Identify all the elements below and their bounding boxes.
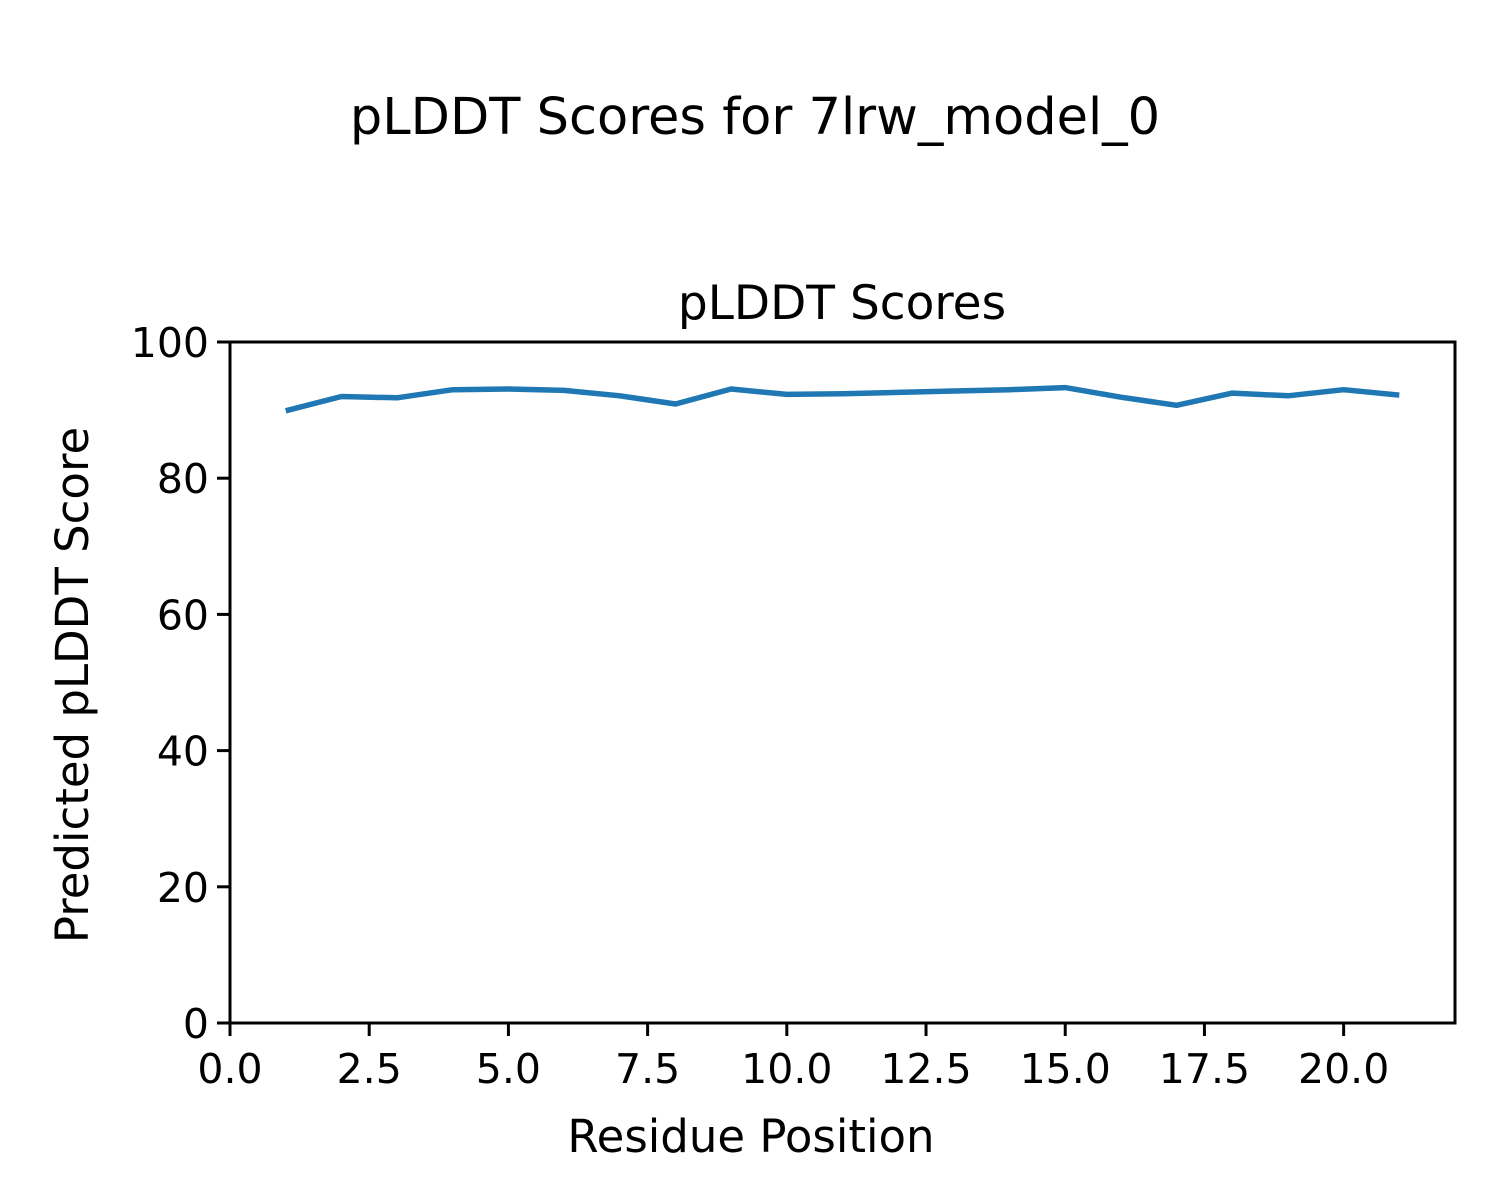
y-tick-label: 60 [157,591,209,639]
x-axis-ticks [228,1023,1346,1036]
y-axis-tick-labels: 0 20 40 60 80 100 [131,319,209,1048]
axes-title: pLDDT Scores [678,276,1006,331]
x-tick-label: 5.0 [476,1045,541,1093]
x-tick-label: 12.5 [880,1045,971,1093]
x-axis-tick-labels: 0.0 2.5 5.0 7.5 10.0 12.5 15.0 17.5 20.0 [197,1045,1389,1093]
figure-suptitle: pLDDT Scores for 7lrw_model_0 [350,88,1160,147]
x-tick-label: 20.0 [1298,1045,1389,1093]
plot-area [228,340,1457,1025]
plddt-line [285,384,1400,414]
x-tick-label: 7.5 [615,1045,680,1093]
y-tick-label: 80 [157,455,209,503]
y-tick-label: 20 [157,864,209,912]
y-axis-label: Predicted pLDDT Score [46,427,99,943]
y-tick-label: 40 [157,728,209,776]
x-tick-label: 2.5 [337,1045,402,1093]
y-axis-ticks [217,340,230,1025]
x-tick-label: 0.0 [197,1045,262,1093]
x-axis-label: Residue Position [567,1110,934,1163]
y-tick-label: 0 [183,1000,209,1048]
x-tick-label: 17.5 [1159,1045,1250,1093]
y-tick-label: 100 [131,319,209,367]
plddt-line-series [285,384,1400,414]
x-tick-label: 10.0 [741,1045,832,1093]
x-tick-label: 15.0 [1020,1045,1111,1093]
